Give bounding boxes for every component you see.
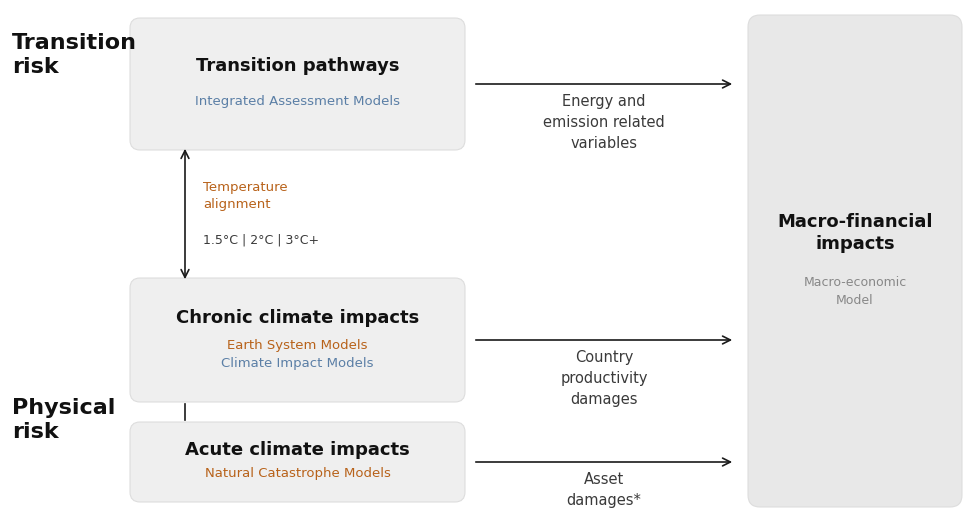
FancyBboxPatch shape bbox=[130, 18, 465, 150]
Text: Asset
damages*: Asset damages* bbox=[567, 472, 642, 508]
Text: Natural Catastrophe Models: Natural Catastrophe Models bbox=[204, 468, 391, 480]
Text: Temperature
alignment: Temperature alignment bbox=[203, 181, 287, 211]
Text: Transition
risk: Transition risk bbox=[12, 33, 137, 77]
FancyBboxPatch shape bbox=[130, 422, 465, 502]
Text: Country
productivity
damages: Country productivity damages bbox=[560, 350, 648, 407]
Text: Chronic climate impacts: Chronic climate impacts bbox=[176, 309, 419, 327]
Text: 1.5°C | 2°C | 3°C+: 1.5°C | 2°C | 3°C+ bbox=[203, 233, 319, 246]
Text: Integrated Assessment Models: Integrated Assessment Models bbox=[195, 96, 400, 109]
Text: Energy and
emission related
variables: Energy and emission related variables bbox=[543, 94, 665, 151]
FancyBboxPatch shape bbox=[130, 278, 465, 402]
Text: Macro-economic
Model: Macro-economic Model bbox=[803, 276, 907, 306]
Text: Physical
risk: Physical risk bbox=[12, 398, 115, 442]
FancyBboxPatch shape bbox=[748, 15, 962, 507]
Text: Earth System Models: Earth System Models bbox=[228, 338, 367, 351]
Text: Transition pathways: Transition pathways bbox=[195, 57, 400, 75]
Text: Climate Impact Models: Climate Impact Models bbox=[221, 357, 374, 370]
Text: Macro-financial
impacts: Macro-financial impacts bbox=[778, 212, 933, 254]
Text: Acute climate impacts: Acute climate impacts bbox=[185, 441, 410, 459]
